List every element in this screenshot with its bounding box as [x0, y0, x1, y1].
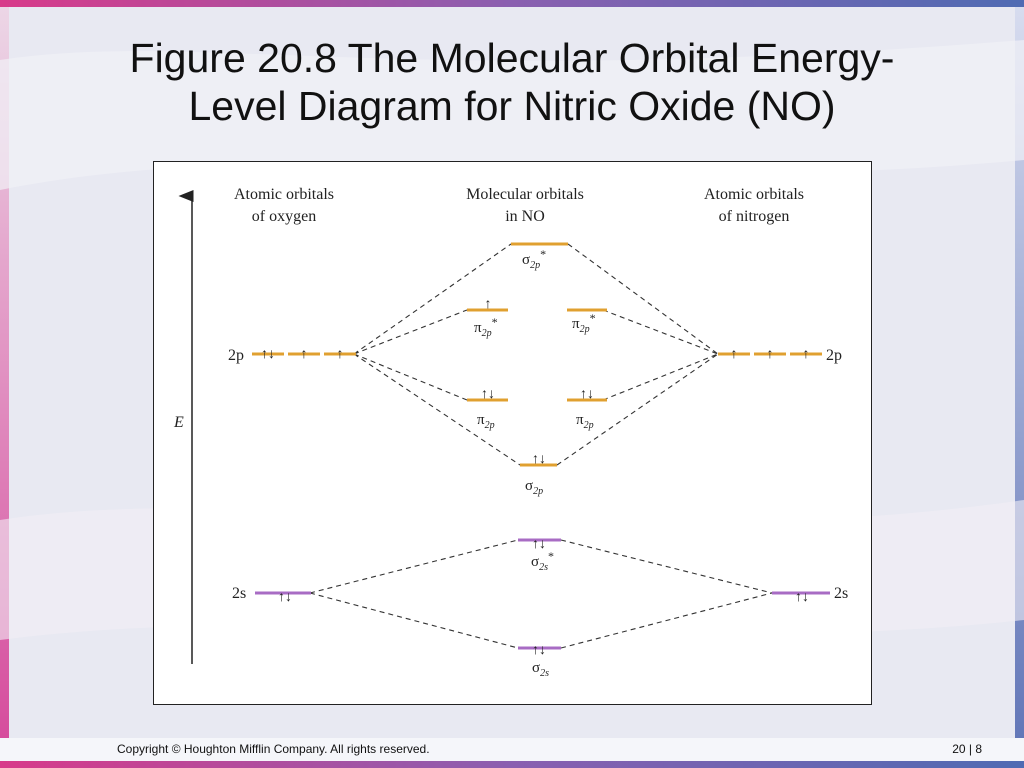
pi-2p-a-label: π2p — [477, 412, 495, 431]
o-2p-electrons-3: ↑ — [337, 347, 344, 362]
energy-axis-label: E — [173, 414, 184, 431]
mo-diagram-svg: E Atomic orbitals of oxygen Molecular or… — [173, 186, 848, 679]
sigma-2p-label: σ2p — [525, 478, 543, 497]
header-right-line1: Atomic orbitals — [704, 186, 804, 203]
footer-band — [0, 738, 1024, 761]
n-2s-electrons: ↑↓ — [795, 590, 809, 605]
pi-star-2p-a-electrons: ↑ — [485, 297, 492, 312]
slide-title: Figure 20.8 The Molecular Orbital Energy… — [0, 34, 1024, 130]
mo-diagram: E Atomic orbitals of oxygen Molecular or… — [153, 161, 872, 705]
sigma-2s-electrons: ↑↓ — [532, 643, 546, 658]
sigma-star-2p-label: σ2p* — [522, 247, 546, 271]
o-2s-electrons: ↑↓ — [278, 590, 292, 605]
pi-star-2p-b-label: π2p* — [572, 311, 596, 335]
n-2p-label: 2p — [826, 347, 842, 364]
header-right-line2: of nitrogen — [719, 208, 790, 225]
sigma-2p-electrons: ↑↓ — [532, 452, 546, 467]
footer-copyright: Copyright © Houghton Mifflin Company. Al… — [117, 742, 430, 756]
n-2s-label: 2s — [834, 585, 848, 602]
pi-star-2p-a: ↑ π2p* — [467, 297, 508, 339]
sigma-star-2p: σ2p* — [511, 242, 568, 271]
correlation-lines-2s — [309, 539, 773, 649]
pi-star-2p-a-label: π2p* — [474, 315, 498, 339]
n-2p-electrons-3: ↑ — [803, 347, 810, 362]
sigma-2s: ↑↓ σ2s — [518, 643, 561, 679]
pi-2p-a: ↑↓ π2p — [467, 387, 508, 431]
pi-2p-b-label: π2p — [576, 412, 594, 431]
header-left-line2: of oxygen — [252, 208, 316, 225]
n-2p-orbitals: ↑ ↑ ↑ — [718, 347, 822, 362]
o-2p-orbitals: ↑↓ ↑ ↑ — [252, 347, 356, 362]
pi-2p-b-electrons: ↑↓ — [580, 387, 594, 402]
footer-page-number: 20 | 8 — [952, 742, 982, 756]
sigma-star-2s-label: σ2s* — [531, 549, 554, 573]
sigma-2s-label: σ2s — [532, 660, 549, 679]
header-center-line2: in NO — [505, 208, 545, 225]
n-2p-electrons-2: ↑ — [767, 347, 774, 362]
o-2s-orbital: ↑↓ — [255, 590, 311, 605]
n-2p-electrons-1: ↑ — [731, 347, 738, 362]
n-2s-orbital: ↑↓ — [772, 590, 830, 605]
pi-star-2p-b: π2p* — [567, 308, 607, 335]
header-center-line1: Molecular orbitals — [466, 186, 584, 203]
pi-2p-b: ↑↓ π2p — [567, 387, 607, 431]
sigma-2p: ↑↓ σ2p — [520, 452, 557, 497]
title-line-2: Level Diagram for Nitric Oxide (NO) — [188, 83, 836, 129]
o-2s-label: 2s — [232, 585, 246, 602]
o-2p-electrons-2: ↑ — [301, 347, 308, 362]
pi-2p-a-electrons: ↑↓ — [481, 387, 495, 402]
title-line-1: Figure 20.8 The Molecular Orbital Energy… — [129, 35, 895, 81]
o-2p-label: 2p — [228, 347, 244, 364]
header-left-line1: Atomic orbitals — [234, 186, 334, 203]
correlation-lines-2p — [353, 243, 719, 466]
sigma-star-2s-electrons: ↑↓ — [532, 537, 546, 552]
sigma-star-2s: ↑↓ σ2s* — [518, 537, 561, 573]
o-2p-electrons-1: ↑↓ — [261, 347, 275, 362]
